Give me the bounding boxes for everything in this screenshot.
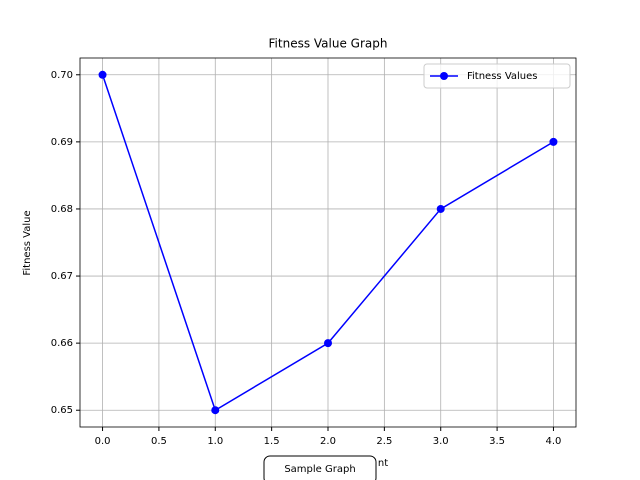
annotation-box: [263, 455, 377, 480]
y-tick-label: 0.70: [51, 70, 73, 81]
x-axis-label: nt: [378, 458, 388, 469]
x-tick-label: 1.0: [207, 436, 223, 447]
y-tick-label: 0.69: [51, 137, 73, 148]
x-tick-label: 0.5: [151, 436, 167, 447]
legend-box: [423, 63, 571, 89]
legend-label: Fitness Values: [467, 71, 537, 82]
chart-title: Fitness Value Graph: [269, 37, 388, 51]
x-tick-label: 2.5: [376, 436, 392, 447]
x-tick-label: 2.0: [320, 436, 336, 447]
y-axis-label: Fitness Value: [22, 210, 33, 275]
x-tick-label: 3.0: [433, 436, 449, 447]
y-tick-label: 0.67: [51, 271, 73, 282]
point: [98, 70, 107, 79]
y-tick-label: 0.68: [51, 204, 73, 215]
x-tick-label: 0.0: [95, 436, 111, 447]
x-tick-label: 3.5: [489, 436, 505, 447]
annotation: Sample Graph: [284, 464, 355, 475]
legend-marker: [440, 72, 448, 80]
point: [211, 406, 220, 415]
point: [549, 137, 558, 146]
y-tick-label: 0.66: [51, 338, 73, 349]
x-tick-label: 1.5: [264, 436, 280, 447]
y-tick-label: 0.65: [51, 405, 73, 416]
x-tick-label: 4.0: [546, 436, 562, 447]
point: [436, 204, 445, 213]
plot-frame: [79, 57, 577, 428]
point: [324, 339, 332, 348]
